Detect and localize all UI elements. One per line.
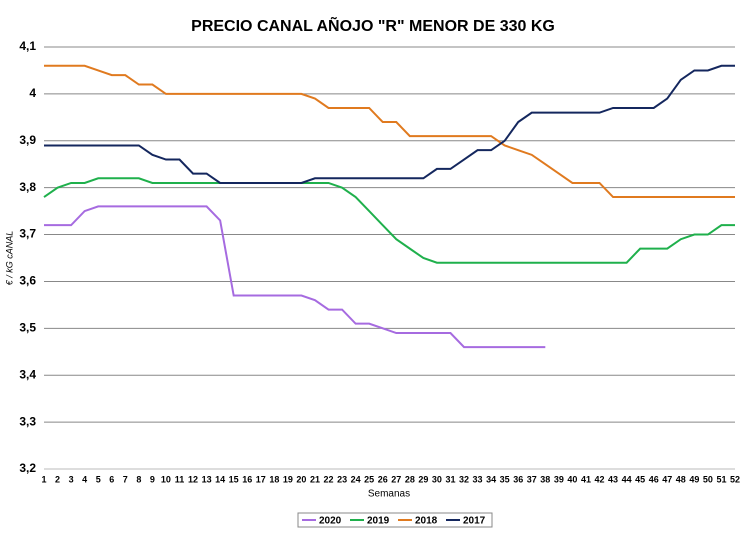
x-tick-label: 34 [486,474,496,484]
x-tick-label: 45 [635,474,645,484]
x-tick-label: 51 [716,474,726,484]
x-tick-label: 43 [608,474,618,484]
y-tick-label: 3,7 [19,227,36,241]
x-tick-label: 35 [500,474,510,484]
x-tick-label: 31 [445,474,455,484]
y-tick-label: 3,9 [19,133,36,147]
x-tick-label: 2 [55,474,60,484]
x-tick-label: 6 [109,474,114,484]
chart-title: PRECIO CANAL AÑOJO "R" MENOR DE 330 KG [191,15,555,35]
x-tick-label: 3 [69,474,74,484]
x-tick-label: 50 [703,474,713,484]
x-tick-label: 46 [649,474,659,484]
x-tick-label: 5 [96,474,101,484]
series-line [43,177,735,264]
x-tick-label: 23 [337,474,347,484]
x-tick-label: 41 [581,474,591,484]
y-tick-label: 3,8 [19,180,36,194]
y-tick-label: 3,6 [19,274,36,288]
x-tick-label: 8 [136,474,141,484]
x-tick-label: 14 [215,474,225,484]
x-tick-label: 44 [622,474,632,484]
legend-label: 2019 [367,516,390,527]
x-tick-label: 18 [269,474,279,484]
x-tick-label: 13 [202,474,212,484]
x-tick-label: 4 [82,474,87,484]
x-tick-label: 1 [41,474,46,484]
x-axis-label: Semanas [368,489,410,500]
x-tick-label: 52 [730,474,740,484]
x-tick-label: 38 [540,474,550,484]
x-tick-label: 19 [283,474,293,484]
x-tick-label: 33 [473,474,483,484]
x-tick-label: 22 [324,474,334,484]
legend-label: 2020 [319,516,342,527]
y-tick-label: 4 [29,86,36,100]
x-tick-label: 49 [689,474,699,484]
x-tick-label: 27 [391,474,401,484]
x-tick-label: 29 [418,474,428,484]
y-tick-label: 3,3 [19,414,36,428]
x-tick-label: 7 [123,474,128,484]
legend-label: 2017 [463,516,486,527]
x-tick-label: 39 [554,474,564,484]
series-line [44,64,735,184]
x-tick-label: 12 [188,474,198,484]
y-tick-label: 4,1 [19,39,36,53]
x-tick-label: 28 [405,474,415,484]
x-tick-label: 30 [432,474,442,484]
x-tick-label: 48 [676,474,686,484]
legend-box [297,512,493,528]
x-tick-label: 24 [351,474,361,484]
x-tick-label: 11 [175,474,185,484]
x-tick-label: 40 [567,474,577,484]
x-tick-label: 36 [513,474,523,484]
x-tick-label: 10 [161,474,171,484]
x-tick-label: 15 [229,474,239,484]
x-tick-label: 32 [459,474,469,484]
y-tick-label: 3,4 [19,367,36,381]
y-tick-label: 3,5 [19,321,36,335]
y-tick-label: 3,2 [19,461,36,475]
x-tick-label: 37 [527,474,537,484]
x-tick-label: 25 [364,474,374,484]
x-tick-label: 17 [256,474,266,484]
x-tick-label: 47 [662,474,672,484]
x-tick-label: 16 [242,474,252,484]
x-tick-label: 20 [296,474,306,484]
legend-label: 2018 [415,516,438,527]
x-tick-label: 21 [310,474,320,484]
x-tick-label: 42 [595,474,605,484]
x-tick-label: 9 [150,474,155,484]
series-line [44,205,546,349]
x-tick-label: 26 [378,474,388,484]
y-axis-label: € / kG cANAL [4,231,14,286]
series-line [44,64,735,199]
